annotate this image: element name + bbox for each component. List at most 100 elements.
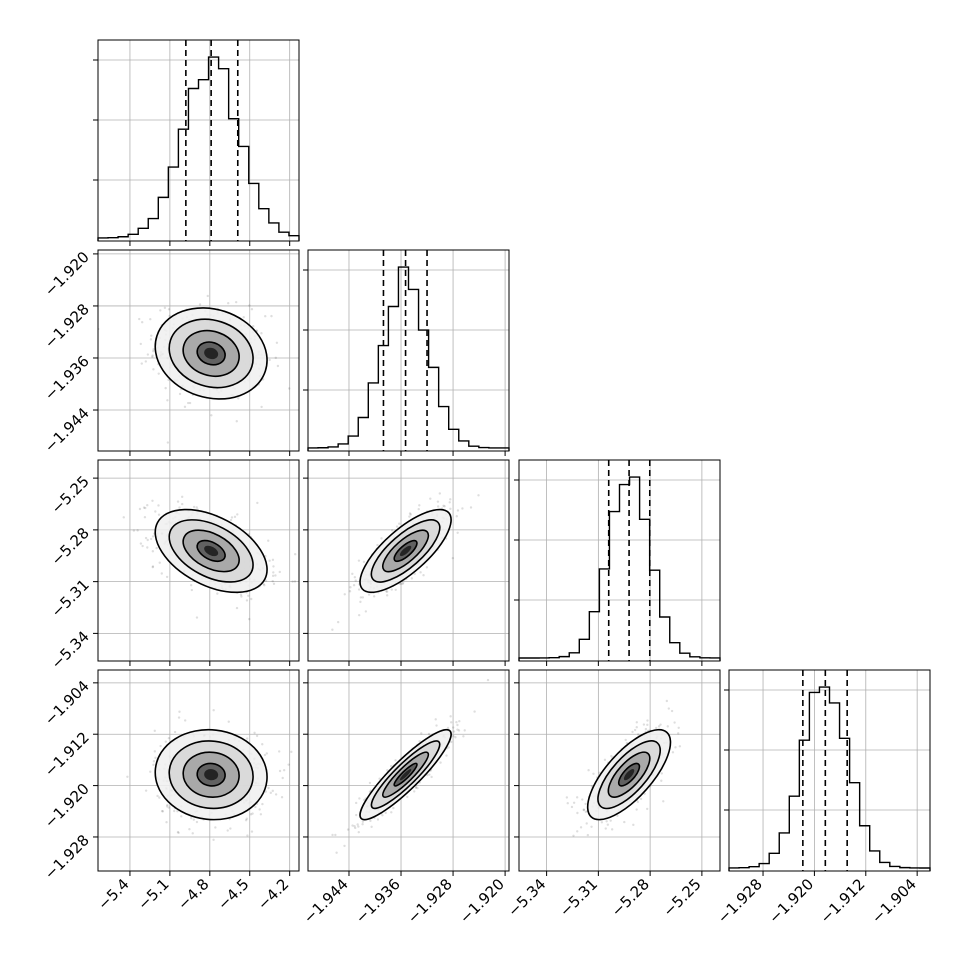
scatter-point bbox=[274, 356, 278, 360]
scatter-point bbox=[662, 800, 665, 803]
scatter-point bbox=[263, 753, 267, 757]
histogram-step-line bbox=[307, 266, 510, 451]
contour-level-4 bbox=[154, 307, 268, 400]
panel-4-2 bbox=[307, 669, 510, 872]
scatter-point bbox=[272, 571, 275, 574]
scatter-point bbox=[254, 805, 257, 809]
scatter-point bbox=[418, 504, 421, 507]
histogram-step-line bbox=[728, 686, 931, 871]
hist-frame bbox=[518, 459, 721, 662]
scatter-point bbox=[253, 731, 256, 735]
scatter-point bbox=[160, 809, 164, 813]
scatter-point bbox=[281, 776, 284, 780]
contour-level-3 bbox=[597, 740, 661, 810]
scatter-point bbox=[142, 506, 146, 509]
scatter-point bbox=[153, 750, 157, 753]
contour-level-3 bbox=[370, 740, 441, 810]
scatter-point bbox=[272, 582, 276, 586]
scatter-point bbox=[443, 505, 446, 508]
scatter-point bbox=[237, 397, 240, 400]
scatter-point bbox=[584, 802, 587, 806]
contour-level-3 bbox=[370, 519, 441, 583]
scatter-point bbox=[362, 798, 366, 802]
scatter-point bbox=[183, 405, 187, 409]
contour-level-1 bbox=[196, 762, 226, 787]
scatter-point bbox=[582, 808, 586, 812]
scatter-point bbox=[427, 732, 431, 736]
contour-level-1 bbox=[196, 341, 226, 366]
scatter-point bbox=[157, 372, 160, 375]
scatter-point bbox=[146, 504, 149, 507]
scatter-point bbox=[165, 575, 169, 579]
scatter-point bbox=[331, 833, 334, 837]
scatter-point bbox=[212, 708, 215, 712]
scatter-point bbox=[450, 740, 453, 744]
scatter-point bbox=[452, 730, 456, 733]
scatter-point bbox=[473, 710, 476, 713]
scatter-point bbox=[408, 515, 411, 518]
scatter-point bbox=[456, 723, 459, 727]
scatter-point bbox=[150, 334, 153, 337]
scatter-point bbox=[177, 831, 180, 835]
contour-level-1 bbox=[196, 539, 226, 563]
scatter-point bbox=[152, 763, 155, 767]
scatter-point bbox=[455, 721, 458, 724]
scatter-point bbox=[149, 770, 152, 773]
scatter-point bbox=[408, 512, 412, 515]
scatter-point bbox=[381, 814, 384, 817]
scatter-point bbox=[235, 606, 239, 610]
scatter-point bbox=[271, 579, 274, 583]
scatter-point bbox=[140, 362, 143, 365]
scatter-point bbox=[603, 758, 607, 762]
hist-panel-3 bbox=[514, 459, 721, 662]
scatter-point bbox=[244, 818, 248, 822]
scatter-point bbox=[246, 834, 249, 837]
panel-3-1 bbox=[97, 459, 300, 662]
scatter-point bbox=[380, 537, 383, 540]
scatter-point bbox=[168, 314, 171, 318]
scatter-point bbox=[368, 781, 372, 785]
scatter-point bbox=[637, 733, 640, 736]
scatter-point bbox=[163, 306, 167, 310]
scatter-point bbox=[361, 823, 364, 826]
scatter-point bbox=[361, 596, 365, 599]
scatter-point bbox=[587, 769, 590, 772]
scatter-point bbox=[165, 805, 169, 808]
contour-level-4 bbox=[154, 728, 268, 821]
scatter-point bbox=[448, 501, 451, 504]
scatter-point bbox=[592, 772, 595, 775]
scatter-point bbox=[158, 796, 161, 799]
scatter-point bbox=[152, 760, 156, 763]
panel-content bbox=[98, 460, 299, 661]
scatter-point bbox=[646, 807, 649, 811]
scatter-point bbox=[191, 832, 194, 835]
scatter-point bbox=[376, 818, 380, 821]
scatter-point bbox=[659, 723, 662, 726]
scatter-point bbox=[293, 553, 297, 556]
scatter-point bbox=[151, 550, 155, 553]
scatter-point bbox=[260, 405, 263, 409]
scatter-point bbox=[429, 497, 432, 500]
scatter-point bbox=[274, 793, 278, 796]
scatter-point bbox=[455, 515, 458, 518]
scatter-point bbox=[378, 777, 381, 780]
scatter-point bbox=[146, 538, 149, 542]
panel-frame bbox=[97, 459, 300, 662]
scatter-point bbox=[159, 309, 162, 312]
panel-content bbox=[308, 670, 509, 871]
scatter-point bbox=[399, 582, 402, 586]
scatter-point bbox=[385, 590, 389, 593]
scatter-point bbox=[177, 716, 181, 719]
scatter-point bbox=[610, 754, 613, 758]
scatter-point bbox=[624, 738, 627, 742]
scatter-point bbox=[450, 721, 453, 724]
scatter-point bbox=[288, 387, 291, 390]
panel-content bbox=[308, 460, 509, 661]
scatter-point bbox=[570, 805, 574, 809]
scatter-point bbox=[354, 801, 358, 805]
scatter-point bbox=[260, 332, 263, 335]
scatter-point bbox=[271, 789, 274, 793]
scatter-point bbox=[677, 726, 680, 729]
scatter-point bbox=[136, 529, 139, 532]
scatter-point bbox=[565, 796, 569, 799]
